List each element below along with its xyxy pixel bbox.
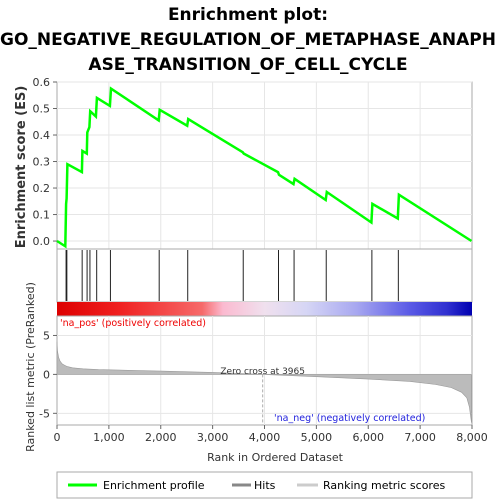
es-y-tick-label: 0.0	[33, 235, 51, 248]
legend-label-hits: Hits	[254, 479, 276, 492]
legend: Enrichment profile Hits Ranking metric s…	[56, 471, 473, 499]
pos-label: 'na_pos' (positively correlated)	[60, 318, 206, 329]
legend-frame	[56, 471, 473, 499]
ranking-y-axis-label: Ranked list metric (PreRanked)	[24, 282, 37, 452]
hit-markers	[65, 250, 399, 301]
es-y-tick-label: 0.3	[33, 156, 51, 169]
x-axis-label: Rank in Ordered Dataset	[207, 451, 344, 464]
title-line-1: Enrichment plot:	[168, 5, 328, 25]
ranking-gradient-strip	[57, 302, 472, 316]
ranking-y-tick-label: 5	[43, 329, 50, 342]
hits-panel-frame	[56, 248, 473, 303]
title-line-2: GO_NEGATIVE_REGULATION_OF_METAPHASE_ANAP…	[0, 30, 496, 50]
enrichment-profile-line	[56, 86, 473, 249]
ranking-y-tick-label: -5	[39, 407, 50, 420]
legend-label-ranking: Ranking metric scores	[323, 479, 445, 492]
es-y-axis-label: Enrichment score (ES)	[14, 86, 29, 249]
es-y-tick-label: 0.2	[33, 182, 51, 195]
x-tick-label: 6,000	[353, 431, 385, 444]
x-tick-label: 4,000	[249, 431, 281, 444]
ranking-color-bar	[57, 302, 472, 316]
es-y-tick-label: 0.5	[33, 103, 51, 116]
es-y-tick-label: 0.6	[33, 76, 51, 89]
hits-panel	[56, 248, 473, 303]
zero-cross-label: Zero cross at 3965	[220, 367, 305, 377]
ranking-x-axis-ticks: 0 1,000 2,000 3,000 4,000 5,000 6,000 7,000 8,00…	[54, 425, 488, 444]
x-tick-label: 1,000	[93, 431, 125, 444]
title-block: Enrichment plot: GO_NEGATIVE_REGULATION_…	[0, 5, 496, 75]
es-y-axis-ticks: 0.0 0.1 0.2 0.3 0.4 0.5 0.6	[33, 76, 57, 248]
neg-label: 'na_neg' (negatively correlated)	[274, 413, 425, 424]
x-tick-label: 3,000	[197, 431, 229, 444]
x-tick-label: 7,000	[404, 431, 436, 444]
title-line-3: ASE_TRANSITION_OF_CELL_CYCLE	[88, 55, 407, 75]
es-panel: 0.0 0.1 0.2 0.3 0.4 0.5 0.6 Enrichment score (…	[14, 76, 473, 250]
es-y-tick-label: 0.4	[33, 129, 51, 142]
ranking-y-tick-label: 0	[43, 368, 50, 381]
x-tick-label: 5,000	[301, 431, 333, 444]
x-tick-label: 8,000	[456, 431, 488, 444]
es-y-tick-label: 0.1	[33, 209, 51, 222]
ranking-metric-area	[56, 341, 472, 423]
ranking-y-axis-ticks: -5 0 5	[39, 329, 57, 420]
x-tick-label: 2,000	[145, 431, 177, 444]
legend-label-enrichment: Enrichment profile	[103, 479, 205, 492]
x-tick-label: 0	[54, 431, 61, 444]
ranking-panel: 'na_pos' (positively correlated) Zero cr…	[24, 282, 488, 464]
